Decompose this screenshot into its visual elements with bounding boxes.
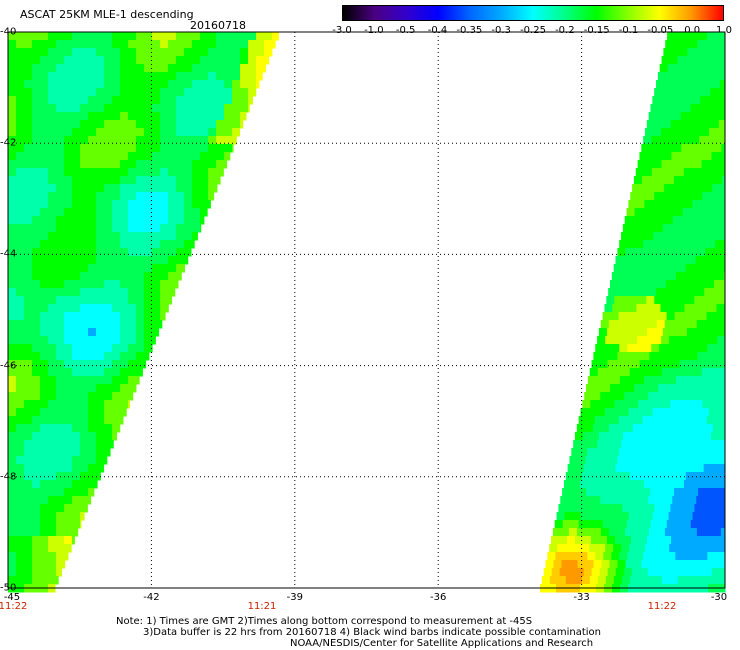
colorbar-tick-label: -0.2 (555, 25, 575, 36)
note-line-3: NOAA/NESDIS/Center for Satellite Applica… (290, 638, 594, 649)
colorbar-tick-label: 0.0 (684, 25, 701, 36)
x-tick-label: -33 (573, 592, 590, 603)
colorbar-tick-label: -0.35 (456, 25, 483, 36)
plot-frame (7, 31, 726, 589)
x-tick-label: -39 (286, 592, 303, 603)
colorbar-tick-label: -0.3 (491, 25, 511, 36)
y-tick-label: -48 (0, 471, 17, 483)
colorbar-tick-label: -0.5 (395, 25, 416, 36)
colorbar-tick-label: -0.1 (618, 25, 639, 36)
time-label-left: 11:22 (0, 601, 28, 612)
colorbar-tick-label: 1.0 (716, 25, 732, 36)
note-line-2: 3)Data buffer is 22 hrs from 20160718 4)… (143, 627, 601, 638)
note-line-1: Note: 1) Times are GMT 2)Times along bot… (116, 616, 533, 627)
y-tick-label: -44 (0, 248, 17, 260)
swath-data (8, 32, 726, 593)
y-tick-label: -40 (0, 26, 17, 38)
map-date: 20160718 (190, 19, 246, 32)
time-label-middle: 11:21 (247, 601, 277, 612)
y-tick-label: -42 (0, 137, 17, 149)
x-tick-label: -42 (143, 592, 160, 603)
colorbar-tick-label: -0.15 (583, 25, 610, 36)
time-label-right: 11:22 (647, 601, 677, 612)
y-tick-label: -50 (0, 582, 17, 594)
colorbar-tick-label: -3.0 (332, 25, 352, 36)
x-tick-label: -30 (710, 592, 728, 603)
colorbar-tick-label: -1.0 (364, 25, 384, 36)
y-tick-label: -46 (0, 360, 17, 372)
map-title: ASCAT 25KM MLE-1 descending (20, 8, 194, 21)
colorbar-tick-label: -0.4 (427, 25, 448, 36)
grid-lines (8, 32, 725, 588)
colorbar (342, 5, 724, 21)
colorbar-tick-label: -0.25 (520, 25, 546, 36)
x-tick-label: -36 (430, 592, 447, 603)
x-tick-label: -45 (3, 592, 21, 603)
colorbar-tick-label: -0.05 (647, 25, 674, 36)
